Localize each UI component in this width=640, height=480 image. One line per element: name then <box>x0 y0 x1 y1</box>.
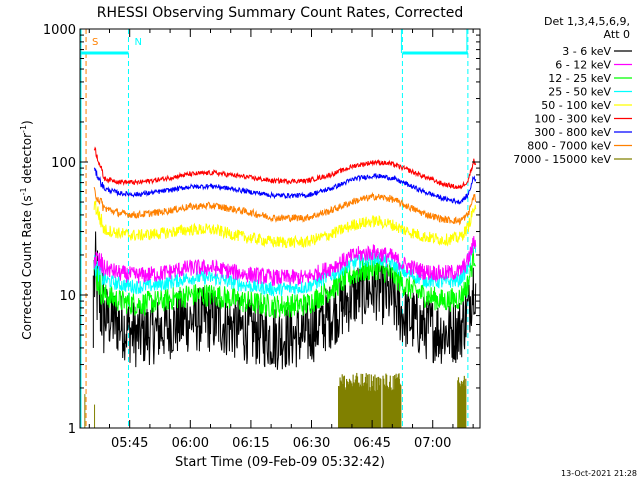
plot-frame <box>79 28 481 429</box>
x-tick-label: 05:45 <box>111 436 148 451</box>
x-axis-label: Start Time (09-Feb-09 05:32:42) <box>175 455 385 470</box>
y-axis-label-end: ) <box>20 120 34 125</box>
y-axis-label-mid: detector <box>20 133 34 188</box>
x-tick-label: 07:00 <box>414 436 451 451</box>
y-tick-label: 10 <box>59 289 76 304</box>
marker-label-s: S <box>92 37 98 48</box>
series-line-2 <box>93 247 477 319</box>
x-tick-label: 06:45 <box>353 436 390 451</box>
legend-label: 7000 - 15000 keV <box>513 153 611 166</box>
legend-label: 800 - 7000 keV <box>527 140 611 153</box>
legend-header-line-1: Det 1,3,4,5,6,9, <box>544 15 630 28</box>
series-line-5 <box>93 146 477 190</box>
y-axis-label: Corrected Count Rate (s-1 detector-1) <box>19 120 34 339</box>
y-axis-label-main: Corrected Count Rate (s <box>20 195 34 339</box>
legend-label: 3 - 6 keV <box>562 45 611 58</box>
x-tick-label: 06:00 <box>172 436 209 451</box>
y-axis-label-sup1: -1 <box>19 187 28 195</box>
chart-title: RHESSI Observing Summary Count Rates, Co… <box>97 5 463 21</box>
y-tick-label: 1000 <box>43 23 76 38</box>
legend-label: 12 - 25 keV <box>548 72 611 85</box>
timestamp: 13-Oct-2021 21:28 <box>561 469 637 478</box>
legend-label: 25 - 50 keV <box>548 86 611 99</box>
series-line-3 <box>93 238 477 297</box>
x-tick-label: 06:30 <box>293 436 330 451</box>
axes: 1 10 100 1000 05:45 06:00 06:15 06:30 06:45 07:00 <box>43 23 480 451</box>
legend-label: 300 - 800 keV <box>534 126 611 139</box>
legend-label: 50 - 100 keV <box>541 99 611 112</box>
x-tick-label: 06:15 <box>232 436 269 451</box>
series-line-0 <box>93 231 477 370</box>
series-line-6 <box>93 167 477 205</box>
marker-label-n: N <box>134 37 141 48</box>
legend-label: 100 - 300 keV <box>534 113 611 126</box>
y-tick-label: 100 <box>51 156 76 171</box>
y-axis-label-sup2: -1 <box>19 125 28 133</box>
series-line-1 <box>93 235 477 286</box>
y-tick-label: 1 <box>68 422 76 437</box>
legend-label: 6 - 12 keV <box>555 59 611 72</box>
series-line-4 <box>93 200 477 249</box>
series-line-7 <box>93 186 477 226</box>
legend-header-line-2: Att 0 <box>604 28 630 41</box>
